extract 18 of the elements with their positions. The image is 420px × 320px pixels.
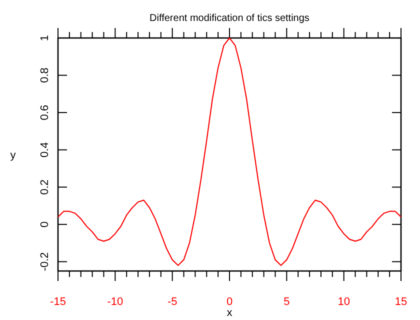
x-axis-title: x	[226, 307, 233, 319]
line-series	[57, 37, 402, 266]
x-tick-label: 10	[338, 296, 350, 308]
y-tick-label: 0	[39, 221, 51, 228]
x-tick-label: 5	[284, 296, 290, 308]
y-tick-label: 1	[39, 34, 51, 42]
x-tick-label: -5	[167, 296, 178, 308]
x-tick-label: -10	[107, 296, 124, 308]
y-axis-title: y	[10, 150, 16, 162]
chart-title: Different modification of tics settings	[150, 13, 310, 24]
y-tick-label: 0.2	[39, 179, 51, 195]
y-tick-label: 0.4	[39, 142, 51, 158]
y-tick-label: -0.2	[39, 252, 51, 272]
x-tick-label: 0	[226, 296, 233, 308]
x-tick-label: 15	[394, 296, 408, 308]
y-tick-label: 0.8	[39, 68, 51, 83]
y-tick-label: 0.6	[39, 104, 51, 120]
x-tick-label: -15	[50, 296, 66, 308]
